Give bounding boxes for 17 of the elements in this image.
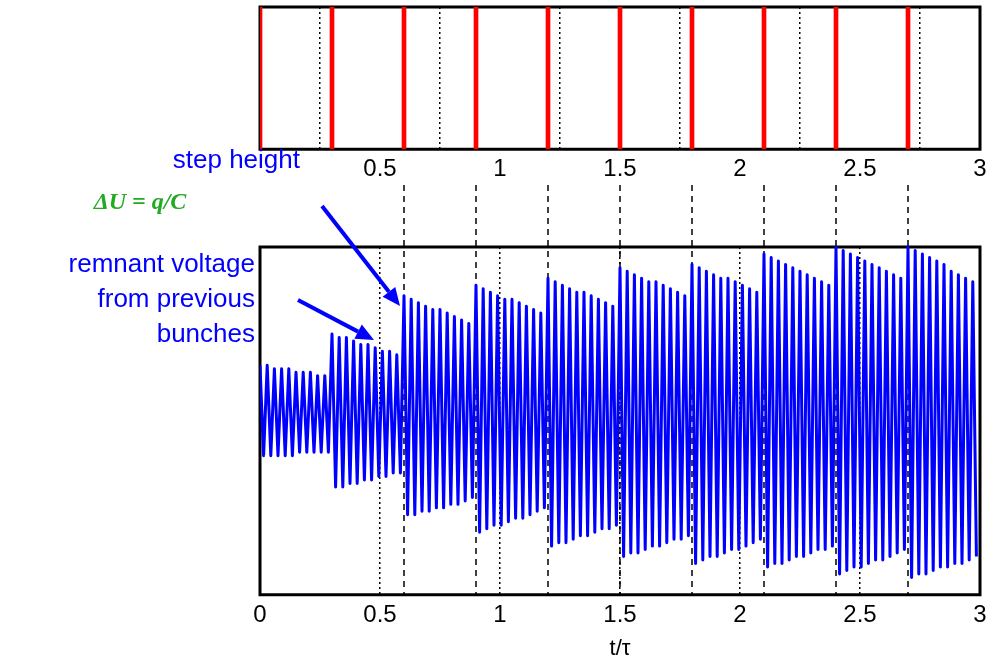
x-tick-label: 0.5 [363, 599, 397, 627]
x-tick-label: 3 [973, 599, 987, 627]
x-tick-label: 2.5 [843, 599, 877, 627]
x-tick-label: 1.5 [603, 599, 637, 627]
x-tick-label: 3 [973, 154, 987, 182]
x-axis-title: t/τ [609, 634, 631, 660]
x-tick-label: 2 [733, 154, 747, 182]
x-tick-label: 1 [493, 599, 507, 627]
x-tick-label: 1 [493, 154, 507, 182]
annotation: step height [171, 144, 300, 174]
x-tick-label: 2.5 [843, 154, 877, 182]
text: ΔU = q/C [92, 187, 188, 216]
text: remnant voltage from previous bunches [67, 247, 255, 350]
x-tick-label: 1.5 [603, 154, 637, 182]
x-tick-label: 0 [253, 599, 267, 627]
x-tick-label: 2 [733, 599, 747, 627]
x-tick-label: 0.5 [363, 154, 397, 182]
